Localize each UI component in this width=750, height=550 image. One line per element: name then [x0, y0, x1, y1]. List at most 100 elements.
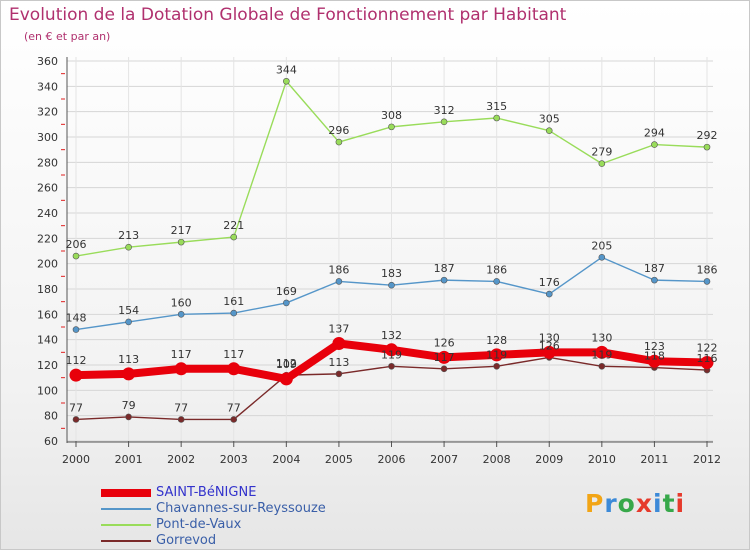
- data-label: 160: [171, 296, 192, 309]
- legend-item: Chavannes-sur-Reyssouze: [101, 501, 401, 517]
- data-point: [125, 243, 132, 251]
- data-point: [388, 281, 395, 289]
- data-label: 77: [69, 401, 83, 414]
- x-tick-label: 2003: [220, 453, 248, 466]
- y-tick-label: 100: [37, 384, 58, 397]
- y-tick-label: 340: [37, 80, 58, 93]
- legend-item: Gorrevod: [101, 533, 401, 549]
- logo-letter: i: [653, 489, 663, 518]
- data-point: [335, 278, 343, 285]
- data-point: [490, 348, 504, 362]
- logo-letter: x: [635, 489, 653, 518]
- y-tick-label: 300: [37, 131, 58, 144]
- data-label: 122: [697, 341, 718, 354]
- data-label: 117: [434, 351, 455, 364]
- data-label: 128: [486, 334, 507, 347]
- data-point: [598, 160, 606, 167]
- x-tick-label: 2007: [430, 453, 458, 466]
- data-label: 292: [697, 129, 718, 142]
- x-tick-label: 2001: [115, 453, 143, 466]
- data-point: [440, 276, 448, 284]
- logo-letter: r: [604, 489, 618, 518]
- y-tick-label: 140: [37, 334, 58, 347]
- data-label: 344: [276, 63, 297, 76]
- data-point: [598, 254, 606, 261]
- y-tick-label: 160: [37, 308, 58, 321]
- y-tick-label: 80: [44, 410, 58, 423]
- data-label: 116: [697, 352, 718, 365]
- series-lines: [69, 77, 714, 423]
- data-label: 118: [644, 350, 665, 363]
- x-tick-label: 2000: [62, 453, 90, 466]
- data-point: [388, 362, 395, 370]
- data-point: [385, 343, 398, 357]
- data-label: 169: [276, 285, 297, 298]
- data-label: 112: [66, 354, 87, 367]
- logo-letter: P: [585, 489, 605, 518]
- data-point: [69, 368, 83, 382]
- data-point: [230, 416, 238, 423]
- y-tick-label: 200: [37, 258, 58, 271]
- data-label: 186: [328, 263, 349, 276]
- data-point: [651, 141, 658, 148]
- data-label: 294: [644, 127, 665, 140]
- data-label: 279: [591, 146, 612, 159]
- data-label: 186: [486, 263, 507, 276]
- data-point: [545, 290, 553, 298]
- data-label: 132: [381, 329, 402, 342]
- data-label: 206: [66, 238, 87, 251]
- proxiti-logo: Proxiti: [585, 489, 685, 518]
- data-label: 296: [328, 124, 349, 137]
- legend-label: Chavannes-sur-Reyssouze: [156, 501, 326, 516]
- data-label: 109: [276, 358, 297, 371]
- legend-swatch: [101, 540, 151, 542]
- legend-item: SAINT-BéNIGNE: [101, 485, 401, 501]
- data-label: 308: [381, 109, 402, 122]
- x-tick-label: 2005: [325, 453, 353, 466]
- data-label: 148: [66, 312, 87, 325]
- data-label: 176: [539, 276, 560, 289]
- data-label: 79: [122, 399, 136, 412]
- data-label: 221: [223, 219, 244, 232]
- data-label: 154: [118, 304, 139, 317]
- logo-letter: i: [675, 489, 686, 518]
- y-tick-label: 360: [37, 55, 58, 68]
- data-point: [125, 413, 132, 421]
- logo-letter: t: [662, 489, 676, 518]
- data-point: [493, 114, 500, 122]
- data-label: 187: [644, 262, 665, 275]
- data-point: [283, 77, 290, 85]
- grid: [67, 57, 713, 447]
- data-label: 112: [276, 357, 297, 370]
- data-label: 305: [539, 113, 560, 126]
- x-tick-label: 2002: [167, 453, 195, 466]
- y-tick-label: 240: [37, 207, 58, 220]
- data-point: [440, 365, 448, 373]
- data-point: [122, 367, 136, 381]
- data-point: [388, 123, 395, 131]
- data-label: 187: [434, 262, 455, 275]
- data-label: 117: [171, 348, 192, 361]
- data-point: [125, 318, 132, 326]
- data-point: [177, 311, 185, 318]
- data-label: 130: [539, 331, 560, 344]
- y-tick-label: 120: [37, 359, 58, 372]
- data-point: [545, 127, 553, 134]
- data-point: [595, 345, 609, 359]
- x-tick-label: 2012: [693, 453, 721, 466]
- data-point: [230, 233, 238, 241]
- data-label: 312: [434, 104, 455, 117]
- legend: SAINT-BéNIGNE Chavannes-sur-Reyssouze Pont…: [101, 485, 401, 549]
- legend-swatch: [101, 508, 151, 510]
- data-label: 117: [223, 348, 244, 361]
- data-label: 130: [591, 331, 612, 344]
- data-point: [177, 416, 185, 423]
- data-label: 126: [539, 339, 560, 352]
- data-point: [227, 362, 241, 376]
- data-label: 77: [174, 401, 188, 414]
- data-label: 161: [223, 295, 244, 308]
- data-label: 183: [381, 267, 402, 280]
- data-point: [700, 355, 714, 369]
